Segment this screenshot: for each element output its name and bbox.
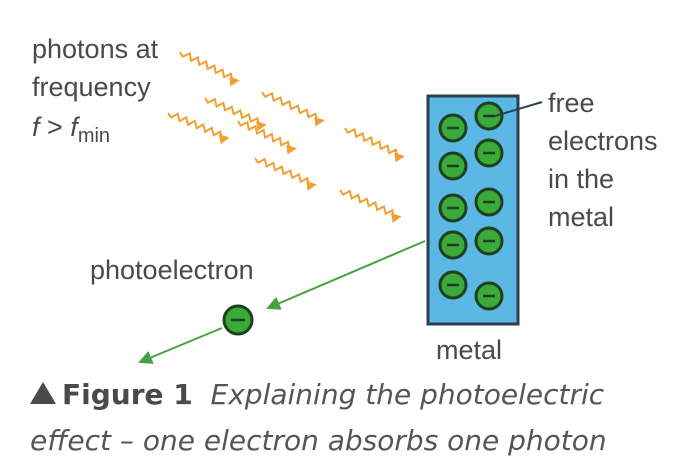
free-electron <box>474 138 504 168</box>
free-electron <box>438 230 468 260</box>
caption-text-line2: effect – one electron absorbs one photon <box>30 424 607 457</box>
triangle-icon <box>30 382 56 404</box>
free-electron <box>474 101 504 131</box>
free-electrons-label-line3: in the <box>548 164 615 194</box>
photon-arrow <box>204 97 267 131</box>
frequency-symbol: f <box>32 112 40 142</box>
free-electrons-label-line1: free <box>548 88 595 118</box>
free-electron <box>438 151 468 181</box>
frequency-condition: f > fmin <box>32 110 110 153</box>
min-subscript: min <box>77 125 111 147</box>
photon-arrow <box>237 120 297 155</box>
greater-than-sign: > <box>39 112 71 142</box>
figure-caption: Figure 1 Explaining the photoelectric ef… <box>30 372 670 464</box>
figure-number: Figure 1 <box>62 378 193 411</box>
photons-label-line1: photons at <box>32 34 159 64</box>
free-electron <box>438 113 468 143</box>
photon-arrow <box>339 189 402 223</box>
photon-arrow <box>254 157 317 191</box>
free-electron <box>438 193 468 223</box>
photoelectron-label: photoelectron <box>90 255 254 285</box>
photoelectron-path-to-electron <box>266 240 426 310</box>
free-electrons-leader-line <box>494 101 543 117</box>
photon-arrow <box>344 127 405 163</box>
free-electrons-label-line2: electrons <box>548 126 658 156</box>
free-electrons-label-line4: metal <box>548 202 615 232</box>
free-electron <box>474 226 504 256</box>
metal-label: metal <box>436 335 503 365</box>
photons-label-line2: frequency <box>32 72 151 102</box>
photon-arrow <box>261 91 325 127</box>
free-electron <box>474 187 504 217</box>
free-electrons <box>438 101 504 311</box>
caption-text-line1: Explaining the photoelectric <box>210 378 605 411</box>
photon-arrow <box>179 51 240 87</box>
threshold-frequency-symbol: f <box>70 112 78 142</box>
photoelectron-path-away <box>138 327 223 364</box>
free-electron <box>474 281 504 311</box>
free-electron <box>438 270 468 300</box>
photon-arrow <box>167 112 230 145</box>
photoelectron <box>222 304 254 336</box>
incoming-photons <box>167 51 405 223</box>
